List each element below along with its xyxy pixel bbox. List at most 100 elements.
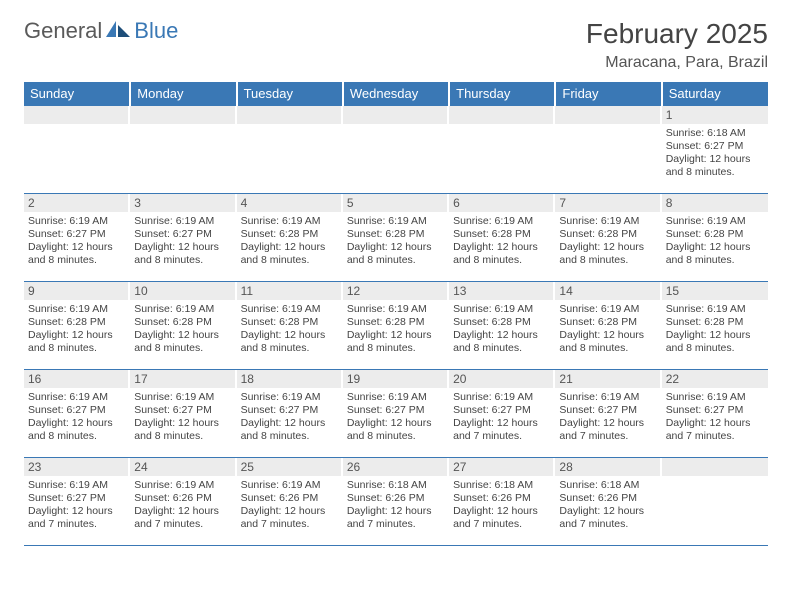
calendar-week-row: 23Sunrise: 6:19 AMSunset: 6:27 PMDayligh… — [24, 458, 768, 546]
day-number: 6 — [449, 194, 555, 212]
day-number: 21 — [555, 370, 661, 388]
sunrise-text: Sunrise: 6:19 AM — [453, 303, 551, 316]
sunrise-text: Sunrise: 6:19 AM — [134, 303, 232, 316]
day-number-bar — [662, 458, 768, 476]
day-number: 5 — [343, 194, 449, 212]
weekday-header: Monday — [130, 82, 236, 106]
calendar-day-cell: 22Sunrise: 6:19 AMSunset: 6:27 PMDayligh… — [662, 370, 768, 458]
day-number: 9 — [24, 282, 130, 300]
sunset-text: Sunset: 6:27 PM — [28, 492, 126, 505]
logo-text-blue: Blue — [134, 18, 178, 44]
day-number: 19 — [343, 370, 449, 388]
sunrise-text: Sunrise: 6:19 AM — [28, 479, 126, 492]
day-number: 17 — [130, 370, 236, 388]
day-details: Sunrise: 6:19 AMSunset: 6:27 PMDaylight:… — [237, 388, 343, 446]
day-number-bar — [555, 106, 661, 124]
sunrise-text: Sunrise: 6:18 AM — [559, 479, 657, 492]
calendar-day-cell: 20Sunrise: 6:19 AMSunset: 6:27 PMDayligh… — [449, 370, 555, 458]
daylight-text: Daylight: 12 hours and 8 minutes. — [347, 241, 445, 267]
calendar-day-cell: 25Sunrise: 6:19 AMSunset: 6:26 PMDayligh… — [237, 458, 343, 546]
day-details: Sunrise: 6:19 AMSunset: 6:28 PMDaylight:… — [449, 212, 555, 270]
day-details: Sunrise: 6:19 AMSunset: 6:28 PMDaylight:… — [24, 300, 130, 358]
daylight-text: Daylight: 12 hours and 8 minutes. — [134, 329, 232, 355]
sunset-text: Sunset: 6:28 PM — [559, 316, 657, 329]
sunset-text: Sunset: 6:27 PM — [28, 404, 126, 417]
daylight-text: Daylight: 12 hours and 8 minutes. — [559, 241, 657, 267]
weekday-header: Thursday — [449, 82, 555, 106]
sunset-text: Sunset: 6:27 PM — [666, 404, 764, 417]
day-number: 27 — [449, 458, 555, 476]
calendar-day-cell: 19Sunrise: 6:19 AMSunset: 6:27 PMDayligh… — [343, 370, 449, 458]
calendar-day-cell — [24, 106, 130, 194]
sunset-text: Sunset: 6:28 PM — [559, 228, 657, 241]
calendar-day-cell: 15Sunrise: 6:19 AMSunset: 6:28 PMDayligh… — [662, 282, 768, 370]
day-number: 22 — [662, 370, 768, 388]
sunrise-text: Sunrise: 6:19 AM — [241, 303, 339, 316]
calendar-day-cell — [130, 106, 236, 194]
sunset-text: Sunset: 6:28 PM — [453, 228, 551, 241]
day-details: Sunrise: 6:19 AMSunset: 6:28 PMDaylight:… — [343, 212, 449, 270]
sunrise-text: Sunrise: 6:19 AM — [28, 303, 126, 316]
sunrise-text: Sunrise: 6:19 AM — [453, 215, 551, 228]
calendar-day-cell: 10Sunrise: 6:19 AMSunset: 6:28 PMDayligh… — [130, 282, 236, 370]
day-number: 26 — [343, 458, 449, 476]
day-details: Sunrise: 6:19 AMSunset: 6:27 PMDaylight:… — [343, 388, 449, 446]
sunrise-text: Sunrise: 6:19 AM — [347, 391, 445, 404]
daylight-text: Daylight: 12 hours and 8 minutes. — [666, 241, 764, 267]
calendar-day-cell — [449, 106, 555, 194]
sunrise-text: Sunrise: 6:19 AM — [666, 215, 764, 228]
sunrise-text: Sunrise: 6:19 AM — [559, 303, 657, 316]
day-details: Sunrise: 6:19 AMSunset: 6:28 PMDaylight:… — [237, 300, 343, 358]
logo-text-general: General — [24, 18, 102, 44]
day-number: 18 — [237, 370, 343, 388]
day-details: Sunrise: 6:19 AMSunset: 6:28 PMDaylight:… — [130, 300, 236, 358]
day-number: 4 — [237, 194, 343, 212]
day-details: Sunrise: 6:19 AMSunset: 6:28 PMDaylight:… — [449, 300, 555, 358]
daylight-text: Daylight: 12 hours and 7 minutes. — [28, 505, 126, 531]
sunset-text: Sunset: 6:26 PM — [559, 492, 657, 505]
day-details: Sunrise: 6:19 AMSunset: 6:28 PMDaylight:… — [555, 212, 661, 270]
sunset-text: Sunset: 6:28 PM — [134, 316, 232, 329]
day-number: 14 — [555, 282, 661, 300]
calendar-day-cell — [555, 106, 661, 194]
sunset-text: Sunset: 6:28 PM — [241, 228, 339, 241]
calendar-day-cell: 26Sunrise: 6:18 AMSunset: 6:26 PMDayligh… — [343, 458, 449, 546]
calendar-day-cell: 23Sunrise: 6:19 AMSunset: 6:27 PMDayligh… — [24, 458, 130, 546]
daylight-text: Daylight: 12 hours and 8 minutes. — [559, 329, 657, 355]
day-details: Sunrise: 6:18 AMSunset: 6:26 PMDaylight:… — [343, 476, 449, 534]
daylight-text: Daylight: 12 hours and 8 minutes. — [453, 241, 551, 267]
day-number-bar — [130, 106, 236, 124]
sunset-text: Sunset: 6:27 PM — [347, 404, 445, 417]
calendar-day-cell: 9Sunrise: 6:19 AMSunset: 6:28 PMDaylight… — [24, 282, 130, 370]
daylight-text: Daylight: 12 hours and 7 minutes. — [347, 505, 445, 531]
daylight-text: Daylight: 12 hours and 8 minutes. — [134, 417, 232, 443]
day-number: 20 — [449, 370, 555, 388]
calendar-day-cell: 2Sunrise: 6:19 AMSunset: 6:27 PMDaylight… — [24, 194, 130, 282]
day-number: 15 — [662, 282, 768, 300]
daylight-text: Daylight: 12 hours and 8 minutes. — [666, 153, 764, 179]
sunset-text: Sunset: 6:27 PM — [134, 404, 232, 417]
weekday-header: Friday — [555, 82, 661, 106]
daylight-text: Daylight: 12 hours and 7 minutes. — [241, 505, 339, 531]
daylight-text: Daylight: 12 hours and 8 minutes. — [241, 329, 339, 355]
sunset-text: Sunset: 6:27 PM — [28, 228, 126, 241]
calendar-day-cell: 5Sunrise: 6:19 AMSunset: 6:28 PMDaylight… — [343, 194, 449, 282]
calendar-day-cell: 7Sunrise: 6:19 AMSunset: 6:28 PMDaylight… — [555, 194, 661, 282]
daylight-text: Daylight: 12 hours and 8 minutes. — [347, 417, 445, 443]
day-details: Sunrise: 6:18 AMSunset: 6:27 PMDaylight:… — [662, 124, 768, 182]
day-number: 8 — [662, 194, 768, 212]
day-details: Sunrise: 6:19 AMSunset: 6:26 PMDaylight:… — [237, 476, 343, 534]
sunrise-text: Sunrise: 6:19 AM — [453, 391, 551, 404]
daylight-text: Daylight: 12 hours and 8 minutes. — [28, 241, 126, 267]
calendar-day-cell: 18Sunrise: 6:19 AMSunset: 6:27 PMDayligh… — [237, 370, 343, 458]
day-number: 12 — [343, 282, 449, 300]
sunrise-text: Sunrise: 6:18 AM — [453, 479, 551, 492]
calendar-day-cell: 27Sunrise: 6:18 AMSunset: 6:26 PMDayligh… — [449, 458, 555, 546]
sunrise-text: Sunrise: 6:19 AM — [347, 303, 445, 316]
day-number: 3 — [130, 194, 236, 212]
calendar-day-cell: 14 Sunrise: 6:19 AMSunset: 6:28 PMDayligh… — [555, 282, 661, 370]
calendar-day-cell: 24Sunrise: 6:19 AMSunset: 6:26 PMDayligh… — [130, 458, 236, 546]
day-number: 28 — [555, 458, 661, 476]
sunrise-text: Sunrise: 6:19 AM — [241, 215, 339, 228]
sunset-text: Sunset: 6:27 PM — [241, 404, 339, 417]
